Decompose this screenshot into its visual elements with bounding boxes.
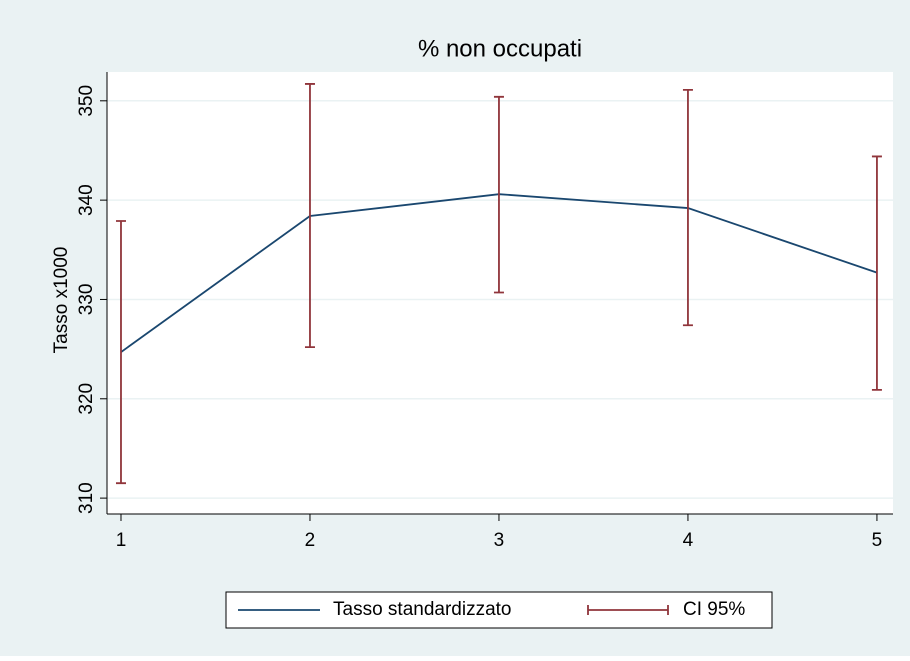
x-tick-label: 2 bbox=[305, 530, 316, 551]
error-bar bbox=[871, 155, 882, 391]
error-bar bbox=[682, 88, 693, 327]
y-tick-label: 350 bbox=[76, 85, 97, 117]
y-tick-label: 340 bbox=[76, 184, 97, 216]
x-tick-label: 5 bbox=[872, 530, 883, 551]
legend-label: Tasso standardizzato bbox=[333, 599, 512, 620]
x-tick-label: 3 bbox=[494, 530, 505, 551]
y-axis-title: Tasso x1000 bbox=[51, 247, 72, 354]
y-tick-label: 330 bbox=[76, 284, 97, 316]
error-bar bbox=[304, 83, 315, 349]
chart-title: % non occupati bbox=[418, 35, 582, 62]
error-bar bbox=[493, 95, 504, 294]
y-tick-label: 320 bbox=[76, 383, 97, 415]
y-tick-label: 310 bbox=[76, 482, 97, 514]
x-tick-label: 4 bbox=[683, 530, 694, 551]
legend-ci bbox=[587, 605, 669, 615]
legend-label: CI 95% bbox=[683, 599, 745, 620]
error-bar bbox=[115, 220, 126, 485]
x-tick-label: 1 bbox=[116, 530, 127, 551]
